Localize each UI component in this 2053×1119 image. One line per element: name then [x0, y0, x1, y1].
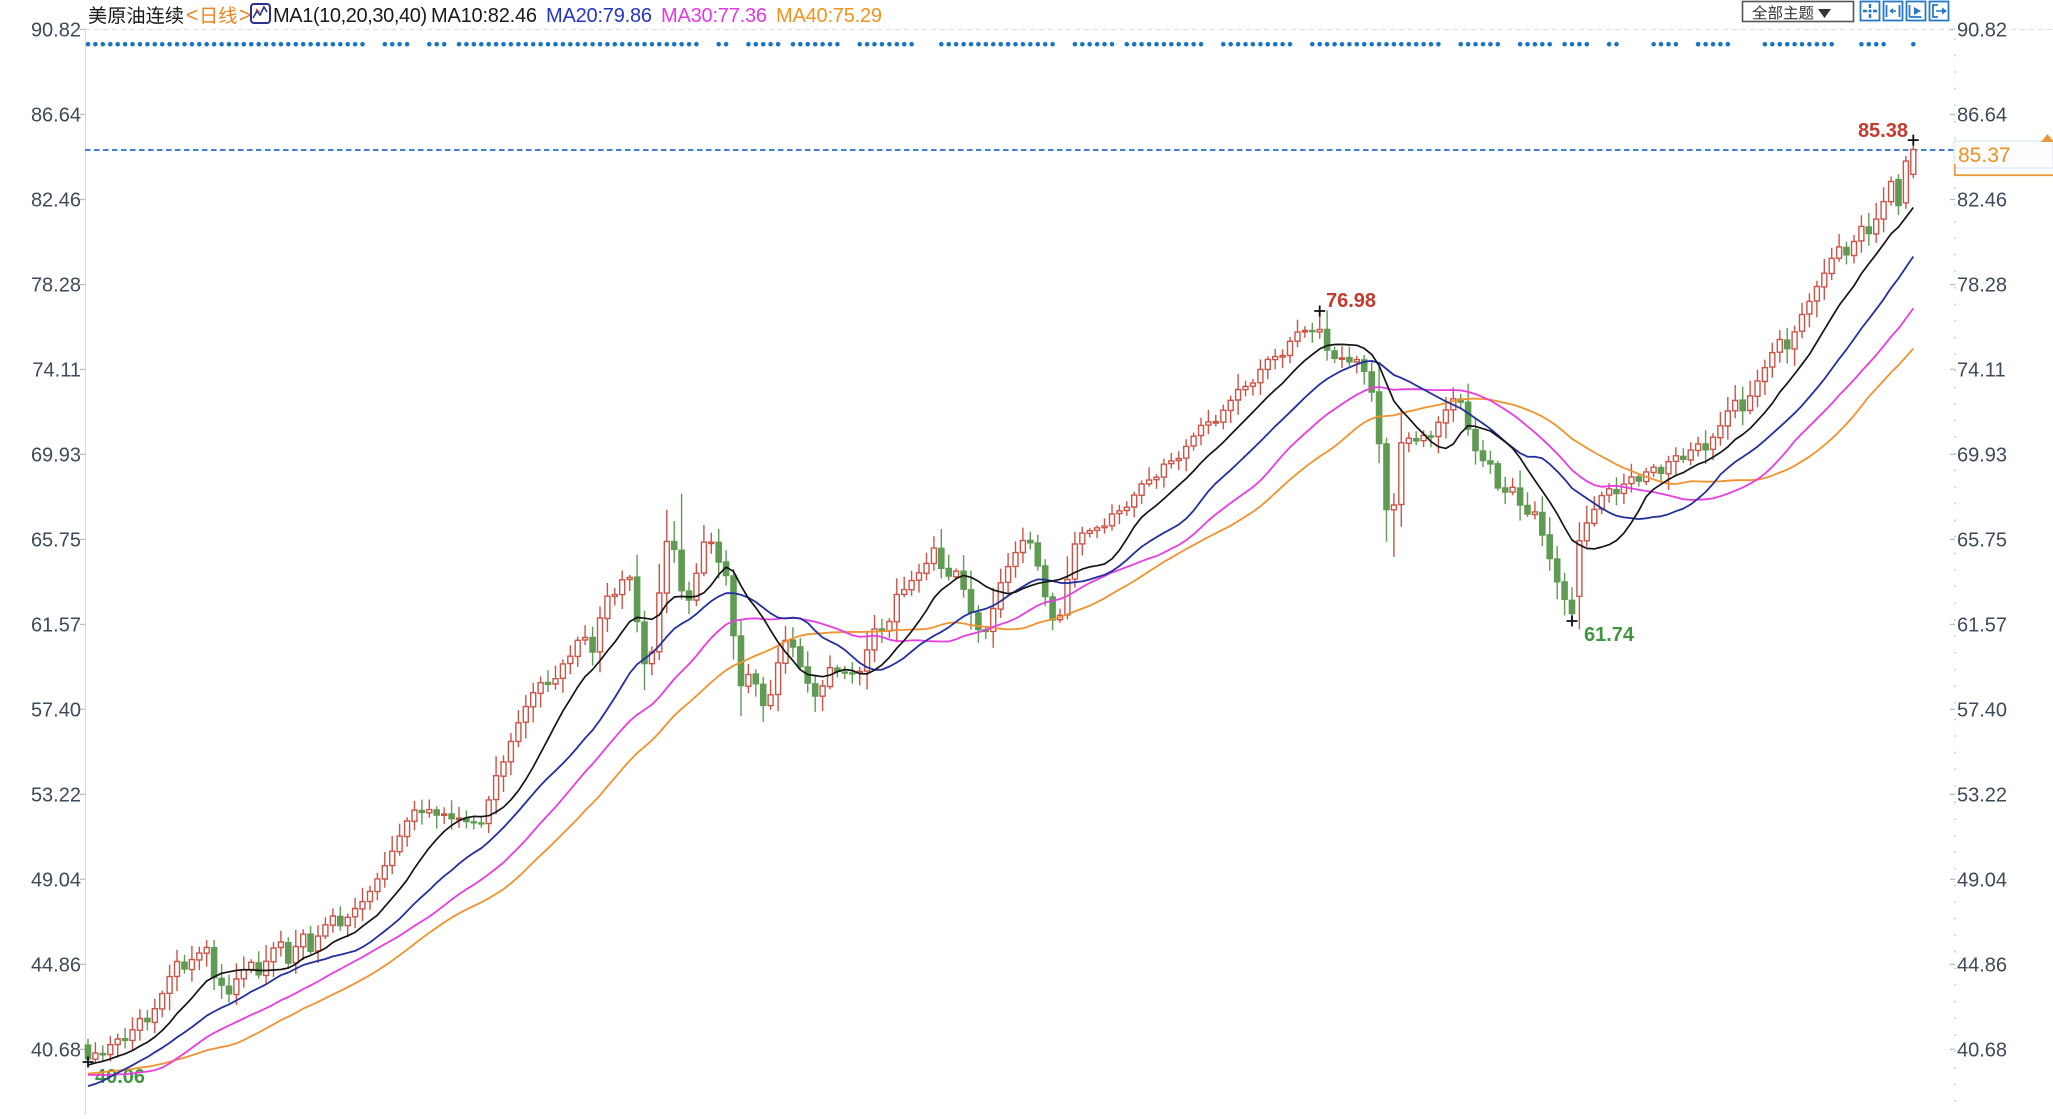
- svg-text:78.28: 78.28: [1957, 275, 2007, 297]
- svg-text:53.22: 53.22: [1957, 784, 2007, 806]
- svg-text:49.04: 49.04: [31, 869, 81, 891]
- svg-text:40.68: 40.68: [1957, 1039, 2007, 1061]
- svg-text:69.93: 69.93: [31, 444, 81, 466]
- svg-text:90.82: 90.82: [1957, 20, 2007, 42]
- svg-text:MA10:82.46: MA10:82.46: [431, 5, 537, 27]
- svg-text:61.57: 61.57: [1957, 614, 2007, 636]
- svg-text:65.75: 65.75: [31, 529, 81, 551]
- svg-text:74.11: 74.11: [1957, 359, 2006, 381]
- svg-text:76.98: 76.98: [1326, 290, 1376, 312]
- svg-text:49.04: 49.04: [1957, 869, 2007, 891]
- svg-text:40.68: 40.68: [31, 1039, 81, 1061]
- svg-text:MA30:77.36: MA30:77.36: [661, 5, 767, 27]
- svg-text:>: >: [239, 4, 251, 27]
- svg-text:44.86: 44.86: [31, 954, 81, 976]
- svg-text:90.82: 90.82: [31, 20, 81, 42]
- svg-text:<: <: [186, 4, 198, 27]
- svg-text:44.86: 44.86: [1957, 954, 2007, 976]
- svg-text:40.06: 40.06: [95, 1066, 145, 1088]
- svg-text:85.37: 85.37: [1958, 144, 2011, 167]
- svg-text:MA20:79.86: MA20:79.86: [546, 5, 652, 27]
- svg-text:57.40: 57.40: [31, 699, 81, 721]
- svg-text:82.46: 82.46: [31, 190, 81, 212]
- svg-text:61.74: 61.74: [1584, 624, 1635, 646]
- svg-text:86.64: 86.64: [31, 105, 81, 127]
- svg-text:74.11: 74.11: [32, 359, 81, 381]
- svg-text:78.28: 78.28: [31, 275, 81, 297]
- svg-text:61.57: 61.57: [31, 614, 81, 636]
- svg-text:MA40:75.29: MA40:75.29: [776, 5, 882, 27]
- svg-text:65.75: 65.75: [1957, 529, 2007, 551]
- svg-text:82.46: 82.46: [1957, 190, 2007, 212]
- svg-text:85.38: 85.38: [1858, 120, 1908, 142]
- svg-text:53.22: 53.22: [31, 784, 81, 806]
- svg-text:86.64: 86.64: [1957, 105, 2007, 127]
- svg-text:57.40: 57.40: [1957, 699, 2007, 721]
- svg-text:MA1(10,20,30,40): MA1(10,20,30,40): [273, 5, 427, 27]
- svg-text:69.93: 69.93: [1957, 444, 2007, 466]
